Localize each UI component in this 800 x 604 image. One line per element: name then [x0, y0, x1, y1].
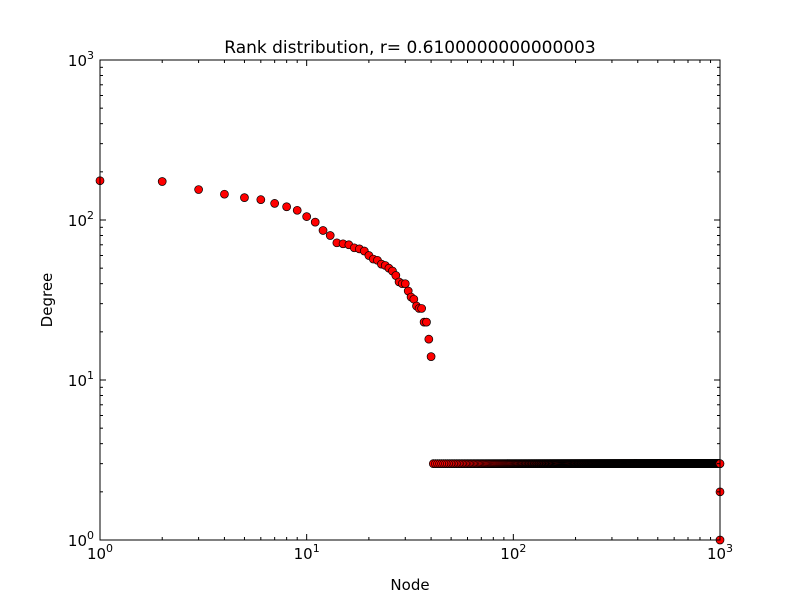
data-point — [194, 185, 203, 194]
data-point — [157, 177, 167, 186]
data-point — [292, 205, 302, 215]
data-point — [400, 279, 410, 289]
data-point — [424, 334, 434, 344]
y-tick-label: 103 — [68, 49, 94, 70]
x-tick-label: 103 — [707, 542, 733, 563]
data-point — [302, 212, 312, 221]
ticks-layer: 100 101 102 103 100 101 102 103 — [68, 49, 733, 563]
x-tick-label: 102 — [500, 542, 526, 563]
x-axis-label: Node — [390, 576, 429, 594]
data-point — [310, 217, 320, 227]
data-point — [256, 195, 266, 205]
x-tick-label: 100 — [87, 542, 113, 563]
data-point — [220, 189, 229, 199]
y-tick-label: 102 — [68, 209, 94, 230]
data-point — [282, 202, 291, 212]
y-axis-label: Degree — [38, 273, 56, 328]
data-point — [426, 352, 436, 361]
y-tick-label: 101 — [68, 369, 94, 390]
chart-title: Rank distribution, r= 0.6100000000000003 — [224, 38, 595, 58]
data-point — [270, 199, 279, 208]
data-point — [417, 304, 426, 313]
y-tick-label: 100 — [68, 529, 94, 550]
data-point — [325, 231, 335, 240]
data-point — [422, 317, 431, 327]
plot-frame — [99, 59, 721, 541]
data-point — [240, 193, 249, 202]
data-point — [318, 226, 328, 235]
x-tick-label: 101 — [294, 542, 320, 563]
points-layer — [95, 176, 725, 545]
